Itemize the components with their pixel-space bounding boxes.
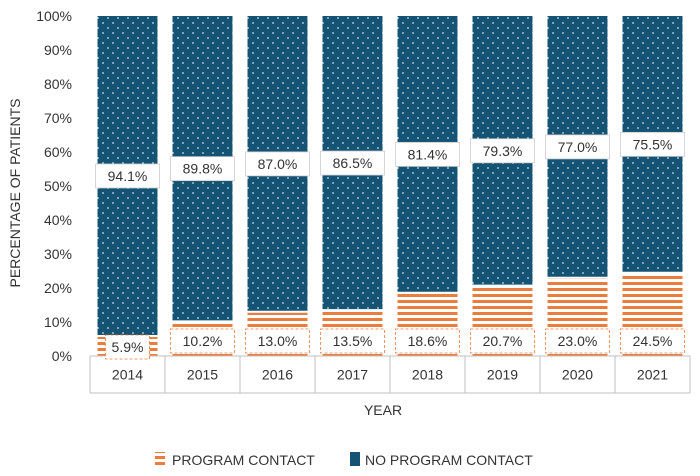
data-label-program-contact-2014: 5.9% (112, 339, 144, 355)
data-label-box-no-program-contact-2014 (95, 163, 160, 189)
legend-item-program-contact: PROGRAM CONTACT (155, 452, 315, 468)
data-label-box-no-program-contact-2015 (170, 156, 235, 182)
x-tick-label-2016: 2016 (262, 367, 293, 383)
x-axis-table: 2014 2015 2016 2017 2018 2019 2020 2021 (89, 355, 691, 394)
y-tick-label-90: 90% (44, 42, 72, 58)
data-label-box-no-program-contact-2019 (470, 138, 535, 164)
data-label-program-contact-2019: 20.7% (483, 333, 523, 349)
data-label-box-program-contact-2021 (620, 328, 685, 354)
x-tick-label-2019: 2019 (487, 367, 518, 383)
y-axis-ticks: 0% 10% 20% 30% 40% 50% 60% 70% 80% 90% 100% (36, 8, 72, 364)
data-label-no-program-contact-2016: 87.0% (258, 156, 298, 172)
y-axis-title: PERCENTAGE OF PATIENTS (7, 98, 23, 287)
y-tick-label-100: 100% (36, 8, 72, 24)
bars (97, 16, 683, 356)
y-tick-label-10: 10% (44, 314, 72, 330)
y-tick-label-40: 40% (44, 212, 72, 228)
x-axis-title: YEAR (364, 402, 402, 418)
data-label-box-program-contact-2020 (545, 328, 610, 354)
x-tick-label-2020: 2020 (562, 367, 593, 383)
data-label-no-program-contact-2020: 77.0% (558, 139, 598, 155)
data-label-box-program-contact-2018 (395, 328, 460, 354)
y-tick-label-0: 0% (52, 348, 72, 364)
data-label-no-program-contact-2018: 81.4% (408, 146, 448, 162)
data-label-no-program-contact-2015: 89.8% (183, 161, 223, 177)
data-label-no-program-contact-2021: 75.5% (633, 136, 673, 152)
data-label-program-contact-2017: 13.5% (333, 333, 373, 349)
legend: PROGRAM CONTACT NO PROGRAM CONTACT (155, 452, 533, 468)
data-label-box-no-program-contact-2021 (620, 131, 685, 157)
legend-label-no-program-contact: NO PROGRAM CONTACT (365, 452, 533, 468)
legend-label-program-contact: PROGRAM CONTACT (172, 452, 315, 468)
data-label-program-contact-2020: 23.0% (558, 333, 598, 349)
y-tick-label-60: 60% (44, 144, 72, 160)
data-label-box-program-contact-2019 (470, 328, 535, 354)
legend-swatch-no-program-contact (350, 452, 360, 466)
data-label-program-contact-2015: 10.2% (183, 333, 223, 349)
x-tick-label-2014: 2014 (112, 367, 143, 383)
data-label-no-program-contact-2017: 86.5% (333, 155, 373, 171)
data-label-program-contact-2016: 13.0% (258, 333, 298, 349)
data-label-box-no-program-contact-2016 (245, 151, 310, 177)
data-label-box-no-program-contact-2017 (320, 150, 385, 176)
x-tick-label-2021: 2021 (637, 367, 668, 383)
data-label-box-no-program-contact-2020 (545, 134, 610, 160)
x-tick-label-2015: 2015 (187, 367, 218, 383)
legend-swatch-program-contact (155, 452, 165, 466)
y-tick-label-70: 70% (44, 110, 72, 126)
data-label-program-contact-2021: 24.5% (633, 333, 673, 349)
legend-item-no-program-contact: NO PROGRAM CONTACT (350, 452, 533, 468)
x-tick-label-2018: 2018 (412, 367, 443, 383)
x-tick-label-2017: 2017 (337, 367, 368, 383)
data-label-no-program-contact-2014: 94.1% (108, 168, 148, 184)
y-tick-label-80: 80% (44, 76, 72, 92)
y-tick-label-30: 30% (44, 246, 72, 262)
data-label-box-program-contact-2017 (320, 328, 385, 354)
data-label-box-program-contact-2014 (105, 334, 150, 360)
data-label-no-program-contact-2019: 79.3% (483, 143, 523, 159)
data-labels: 94.1% 5.9% 89.8% 10.2% 87.0% 13.0% 86.5% 13.5% 8… (95, 131, 685, 360)
data-label-box-no-program-contact-2018 (395, 141, 460, 167)
data-label-box-program-contact-2016 (245, 328, 310, 354)
y-tick-label-50: 50% (44, 178, 72, 194)
data-label-box-program-contact-2015 (170, 328, 235, 354)
data-label-program-contact-2018: 18.6% (408, 333, 448, 349)
y-tick-label-20: 20% (44, 280, 72, 296)
